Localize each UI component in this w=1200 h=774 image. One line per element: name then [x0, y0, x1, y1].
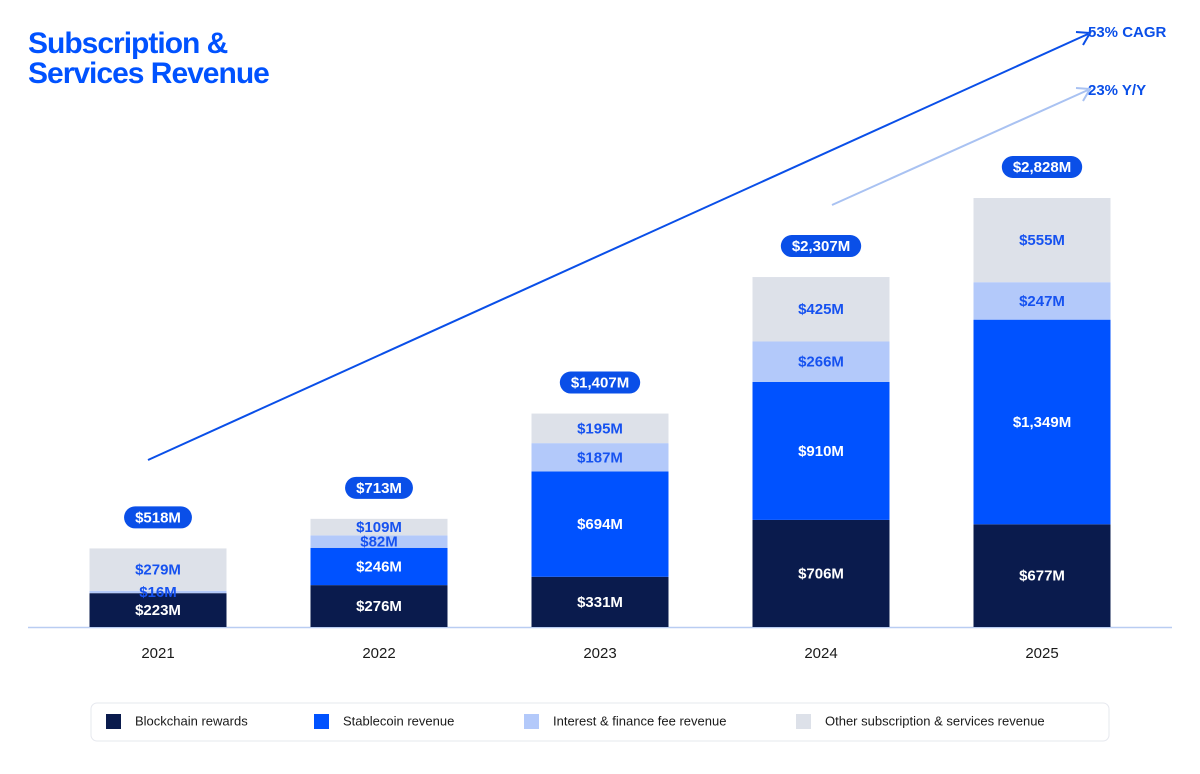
trend-arrow	[147, 33, 1089, 461]
legend-swatch	[524, 714, 539, 729]
total-label: $518M	[135, 509, 181, 526]
bar-segment	[310, 585, 448, 627]
total-label: $2,307M	[792, 238, 850, 255]
value-label: $425M	[798, 301, 844, 318]
bar-segment	[973, 282, 1111, 320]
total-pill	[345, 476, 413, 499]
bar-segment	[531, 471, 669, 577]
bar-segment	[973, 524, 1111, 627]
arrow-head	[1075, 87, 1092, 102]
bar-segment	[310, 518, 448, 536]
legend-swatch	[314, 714, 329, 729]
bar-segment	[310, 535, 448, 548]
total-pill	[124, 506, 192, 529]
arrow-head	[1075, 31, 1092, 46]
bar-segment	[752, 519, 890, 627]
x-tick-label: 2025	[1025, 645, 1058, 662]
value-label: $16M	[139, 584, 177, 601]
total-pill	[1001, 156, 1083, 178]
total-pill	[559, 371, 641, 394]
total-pill	[780, 235, 862, 258]
x-tick-label: 2021	[141, 645, 174, 662]
legend-swatch	[106, 714, 121, 729]
annotation: 53% CAGR	[1088, 24, 1167, 41]
bar-segment	[89, 590, 227, 594]
value-label: $82M	[360, 534, 398, 551]
value-label: $109M	[356, 519, 402, 536]
total-label: $2,828M	[1013, 159, 1071, 176]
value-label: $677M	[1019, 568, 1065, 585]
legend-box	[90, 702, 1110, 742]
value-label: $187M	[577, 449, 623, 466]
trend-arrow	[831, 89, 1089, 206]
bar-segment	[973, 198, 1111, 283]
value-label: $195M	[577, 420, 623, 437]
bar-segment	[89, 593, 227, 627]
legend-label: Stablecoin revenue	[343, 713, 454, 728]
chart-title: Subscription &	[28, 27, 228, 60]
annotation: 23% Y/Y	[1088, 82, 1146, 99]
legend-swatch	[796, 714, 811, 729]
x-tick-label: 2022	[362, 645, 395, 662]
bar-segment	[752, 277, 890, 342]
value-label: $706M	[798, 565, 844, 582]
value-label: $279M	[135, 562, 181, 579]
x-tick-label: 2023	[583, 645, 616, 662]
total-label: $713M	[356, 480, 402, 497]
value-label: $910M	[798, 443, 844, 460]
value-label: $1,349M	[1013, 414, 1071, 431]
chart-title: Services Revenue	[28, 57, 269, 90]
bar-segment	[973, 319, 1111, 525]
bar-segment	[89, 548, 227, 591]
bar-segment	[531, 413, 669, 444]
bar-segment	[752, 381, 890, 520]
bar-segment	[752, 341, 890, 382]
value-label: $331M	[577, 594, 623, 611]
value-label: $247M	[1019, 293, 1065, 310]
total-label: $1,407M	[571, 375, 629, 392]
value-label: $694M	[577, 516, 623, 533]
value-label: $276M	[356, 598, 402, 615]
legend-label: Blockchain rewards	[135, 713, 248, 728]
value-label: $246M	[356, 558, 402, 575]
value-label: $223M	[135, 602, 181, 619]
value-label: $266M	[798, 354, 844, 371]
bar-segment	[310, 547, 448, 586]
legend-label: Interest & finance fee revenue	[553, 713, 726, 728]
x-tick-label: 2024	[804, 645, 837, 662]
bar-segment	[531, 576, 669, 627]
bar-segment	[531, 443, 669, 472]
value-label: $555M	[1019, 232, 1065, 249]
legend-label: Other subscription & services revenue	[825, 713, 1045, 728]
